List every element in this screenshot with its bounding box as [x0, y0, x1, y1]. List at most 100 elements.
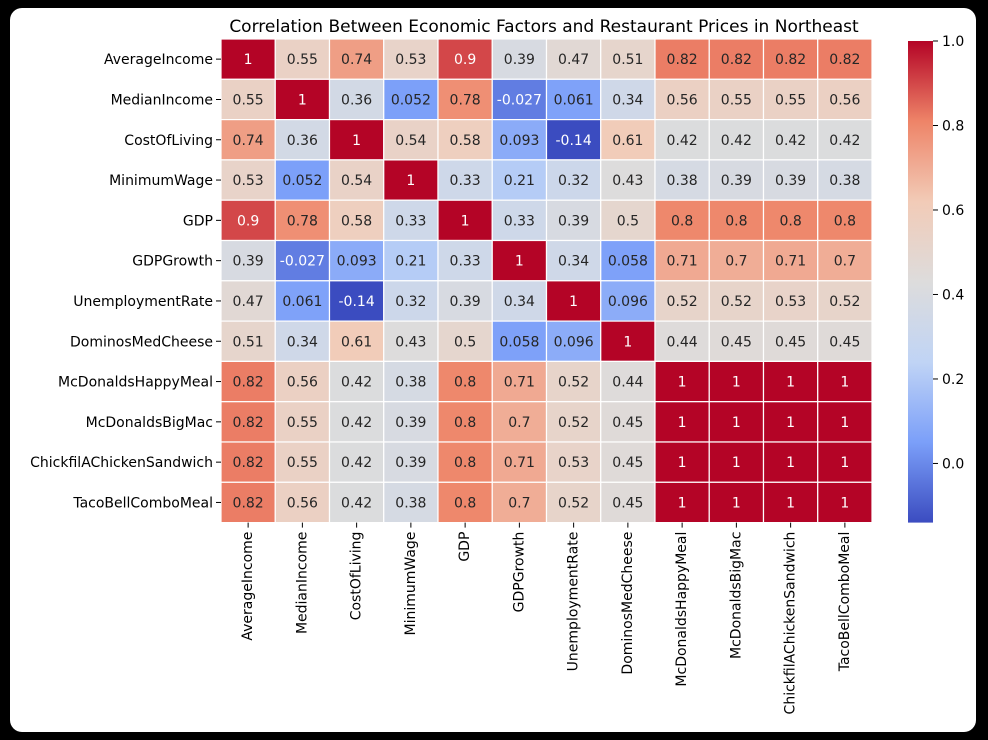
column-label: TacoBellComboMeal [837, 532, 853, 673]
colorbar-tick-label: 0.2 [942, 372, 964, 388]
cell-value-label: 0.55 [287, 415, 318, 431]
cell-value-label: 0.8 [454, 455, 476, 471]
heatmap-cell [545, 118, 602, 161]
colorbar: 1.0 0.8 0.6 0.4 0.2 0.0 [908, 34, 964, 523]
cell-value-label: 0.82 [233, 495, 264, 511]
heatmap-cell [817, 280, 873, 322]
cell-value-label: 0.45 [721, 334, 752, 350]
heatmap-cell [654, 239, 710, 282]
cell-value-label: 0.45 [775, 334, 806, 350]
heatmap-cell [600, 199, 656, 242]
heatmap-cell [600, 441, 656, 483]
cell-value-label: 0.42 [341, 415, 372, 431]
heatmap-cell [654, 159, 710, 201]
cell-value-label: 0.52 [829, 294, 860, 310]
cell-value-label: 0.061 [554, 92, 594, 108]
heatmap-cell [817, 401, 873, 443]
heatmap-cells: 1 0.55 0.74 0.53 0.9 0.39 0.47 0.51 0.82 0.82 0.82… [220, 38, 873, 524]
cell-value-label: 0.34 [558, 254, 589, 270]
colorbar-tick-label: 0.8 [942, 118, 964, 134]
cell-value-label: 0.82 [233, 455, 264, 471]
cell-value-label: 0.8 [454, 375, 476, 391]
cell-value-label: -0.14 [556, 133, 592, 149]
cell-value-label: 0.55 [233, 92, 264, 108]
cell-value-label: 0.39 [395, 415, 426, 431]
cell-value-label: 1 [406, 173, 415, 189]
heatmap-cell [817, 360, 873, 403]
cell-value-label: 0.51 [233, 334, 264, 350]
cell-value-label: 0.39 [233, 254, 264, 270]
cell-value-label: 0.21 [504, 173, 535, 189]
heatmap-cell [220, 320, 276, 363]
heatmap-cell [274, 401, 331, 443]
cell-value-label: 0.56 [287, 495, 318, 511]
cell-value-label: -0.14 [339, 294, 375, 310]
cell-value-label: 0.56 [829, 92, 860, 108]
cell-value-label: 1 [298, 92, 307, 108]
heatmap-cell [383, 320, 439, 363]
cell-value-label: 0.36 [341, 92, 372, 108]
cell-value-label: 0.71 [504, 375, 535, 391]
cell-value-label: 0.82 [829, 52, 860, 68]
heatmap-cell [708, 38, 765, 80]
cell-value-label: 0.45 [612, 495, 643, 511]
cell-value-label: 0.39 [504, 52, 535, 68]
row-label: McDonaldsHappyMeal [58, 375, 213, 391]
column-label: McDonaldsBigMac [728, 532, 744, 659]
cell-value-label: 0.8 [725, 213, 747, 229]
cell-value-label: 1 [623, 334, 632, 350]
colorbar-tick-label: 0.0 [942, 456, 964, 472]
heatmap-cell [817, 118, 873, 161]
heatmap-cell [328, 118, 385, 161]
heatmap-cell [491, 199, 548, 242]
cell-value-label: 1 [352, 133, 361, 149]
heatmap-cell [274, 38, 331, 80]
cell-value-label: 0.093 [337, 254, 377, 270]
heatmap-cell [654, 360, 710, 403]
heatmap-cell [491, 481, 548, 524]
cell-value-label: 0.82 [721, 52, 752, 68]
heatmap-cell [600, 360, 656, 403]
correlation-heatmap-chart: Correlation Between Economic Factors and… [30, 17, 964, 714]
heatmap-cell [708, 401, 765, 443]
cell-value-label: 0.33 [450, 173, 481, 189]
cell-value-label: 0.56 [667, 92, 698, 108]
cell-value-label: 0.43 [395, 334, 426, 350]
cell-value-label: 0.52 [667, 294, 698, 310]
cell-value-label: 0.82 [775, 52, 806, 68]
cell-value-label: 0.52 [558, 415, 589, 431]
column-label: AverageIncome [240, 532, 256, 641]
cell-value-label: 0.82 [233, 415, 264, 431]
cell-value-label: 1 [244, 52, 253, 68]
cell-value-label: 0.8 [454, 415, 476, 431]
cell-value-label: 0.53 [775, 294, 806, 310]
heatmap-cell [383, 159, 439, 201]
colorbar-tick-label: 1.0 [942, 34, 964, 50]
cell-value-label: 1 [786, 375, 795, 391]
heatmap-cell [220, 441, 276, 483]
cell-value-label: 0.42 [829, 133, 860, 149]
heatmap-cell [762, 481, 819, 524]
heatmap-cell [491, 280, 548, 322]
heatmap-cell [762, 441, 819, 483]
cell-value-label: 0.38 [829, 173, 860, 189]
heatmap-cell [491, 159, 548, 201]
row-label: GDP [183, 213, 213, 229]
cell-value-label: 0.5 [454, 334, 476, 350]
heatmap-cell [328, 441, 385, 483]
heatmap-cell [437, 118, 493, 161]
cell-value-label: 0.58 [341, 213, 372, 229]
column-labels: AverageIncome MedianIncome CostOfLiving Min… [240, 522, 853, 714]
cell-value-label: 0.21 [395, 254, 426, 270]
row-label: CostOfLiving [124, 133, 213, 149]
cell-value-label: 0.82 [667, 52, 698, 68]
heatmap-cell [274, 481, 331, 524]
cell-value-label: 0.45 [612, 415, 643, 431]
heatmap-cell [220, 199, 276, 242]
heatmap-cell [762, 199, 819, 242]
heatmap-cell [600, 38, 656, 80]
heatmap-cell [274, 78, 331, 121]
cell-value-label: 0.74 [341, 52, 372, 68]
cell-value-label: 0.061 [282, 294, 322, 310]
heatmap-cell [491, 239, 548, 282]
